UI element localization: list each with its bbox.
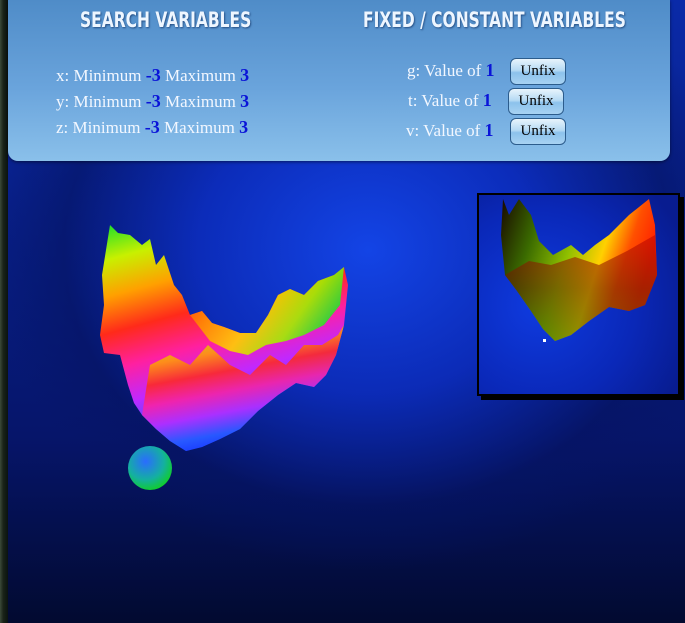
search-row-z: z: Minimum -3 Maximum 3	[56, 117, 248, 138]
fixed-row-label: v: Value of	[406, 121, 485, 140]
search-row-label: Maximum	[159, 118, 240, 137]
maximum-value[interactable]: 3	[239, 117, 249, 137]
window-edge	[0, 0, 8, 623]
minimum-value[interactable]: -3	[144, 117, 160, 137]
search-row-x: x: Minimum -3 Maximum 3	[56, 65, 249, 86]
fixed-value[interactable]: 1	[485, 60, 495, 80]
unfix-v-button[interactable]: Unfix	[510, 118, 566, 145]
fixed-row-v: v: Value of 1	[406, 120, 494, 141]
maximum-value[interactable]: 3	[240, 65, 250, 85]
unfix-g-button[interactable]: Unfix	[510, 58, 566, 85]
fixed-row-g: g: Value of 1	[407, 60, 495, 81]
minimum-value[interactable]: -3	[145, 91, 161, 111]
search-variables-heading: SEARCH VARIABLES	[80, 8, 252, 32]
search-row-label: y: Minimum	[56, 92, 146, 111]
minimum-value[interactable]: -3	[145, 65, 161, 85]
fixed-row-label: g: Value of	[407, 61, 486, 80]
search-row-label: Maximum	[160, 92, 241, 111]
search-row-label: z: Minimum	[56, 118, 145, 137]
unfix-t-button[interactable]: Unfix	[508, 88, 564, 115]
preview-panel[interactable]	[477, 193, 680, 396]
fixed-variables-heading: FIXED / CONSTANT VARIABLES	[363, 8, 626, 32]
maximum-value[interactable]: 3	[240, 91, 250, 111]
surface-plot[interactable]	[90, 215, 360, 505]
search-row-label: x: Minimum	[56, 66, 146, 85]
search-row-y: y: Minimum -3 Maximum 3	[56, 91, 249, 112]
preview-plot	[501, 199, 657, 342]
fixed-row-t: t: Value of 1	[408, 90, 492, 111]
search-row-label: Maximum	[160, 66, 241, 85]
fixed-value[interactable]: 1	[482, 90, 492, 110]
fixed-row-label: t: Value of	[408, 91, 483, 110]
fixed-value[interactable]: 1	[484, 120, 494, 140]
